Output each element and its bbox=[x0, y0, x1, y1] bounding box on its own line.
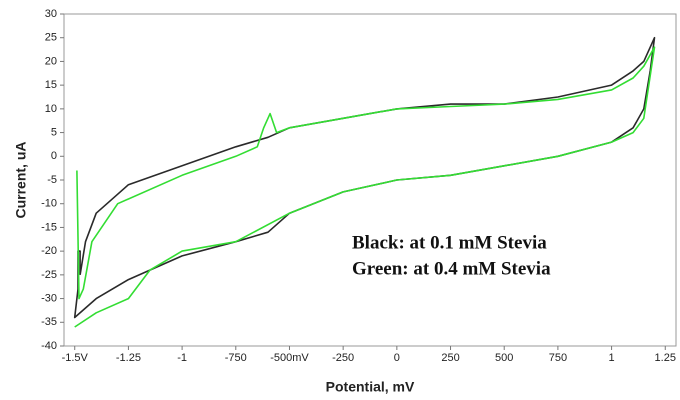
x-tick-label: -1 bbox=[177, 352, 187, 364]
y-tick-label: -40 bbox=[41, 340, 57, 352]
y-tick-label: 15 bbox=[45, 79, 57, 91]
x-tick-label: 1 bbox=[609, 352, 615, 364]
y-tick-label: -15 bbox=[41, 221, 57, 233]
annotation: Black: at 0.1 mM Stevia bbox=[352, 232, 547, 253]
x-tick-label: -250 bbox=[332, 352, 354, 364]
series-line bbox=[74, 46, 656, 328]
y-tick-label: -10 bbox=[41, 198, 57, 210]
x-tick-label: -500mV bbox=[270, 352, 309, 364]
annotation: Green: at 0.4 mM Stevia bbox=[352, 258, 551, 279]
y-tick-label: -5 bbox=[47, 174, 57, 186]
y-tick-label: 20 bbox=[45, 55, 57, 67]
y-tick-label: -20 bbox=[41, 245, 57, 257]
plot-frame bbox=[63, 13, 677, 347]
y-tick-label: 25 bbox=[45, 32, 57, 44]
x-tick-label: -1.25 bbox=[116, 352, 141, 364]
y-tick-label: 0 bbox=[51, 150, 57, 162]
x-tick-label: -1.5V bbox=[62, 352, 89, 364]
y-tick-label: -25 bbox=[41, 269, 57, 281]
y-tick-label: -35 bbox=[41, 316, 57, 328]
x-tick-label: 250 bbox=[441, 352, 459, 364]
y-tick-label: -30 bbox=[41, 292, 57, 304]
x-tick-label: 500 bbox=[495, 352, 513, 364]
y-tick-label: 30 bbox=[45, 8, 57, 20]
x-tick-label: -750 bbox=[225, 352, 247, 364]
y-tick-label: 5 bbox=[51, 126, 57, 138]
x-tick-label: 0 bbox=[394, 352, 400, 364]
y-tick-label: 10 bbox=[45, 103, 57, 115]
x-axis-title: Potential, mV bbox=[326, 379, 415, 395]
x-tick-label: 1.25 bbox=[655, 352, 676, 364]
y-axis-title: Current, uA bbox=[13, 142, 29, 219]
x-tick-label: 750 bbox=[549, 352, 567, 364]
series-line bbox=[73, 36, 656, 319]
